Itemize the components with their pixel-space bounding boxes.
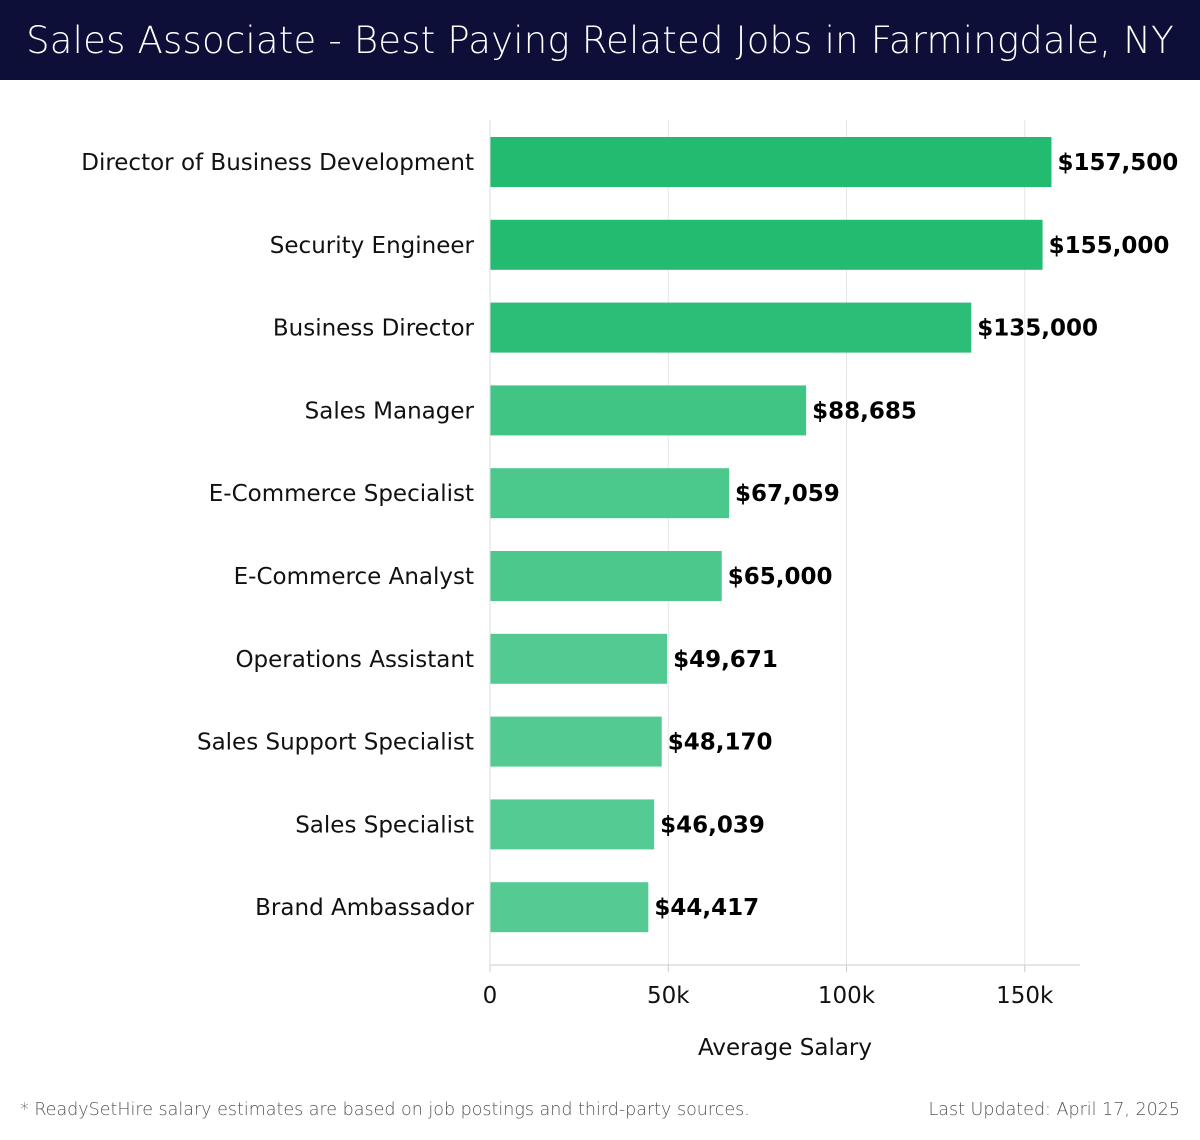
value-label: $49,671: [673, 647, 778, 673]
bar: [490, 633, 668, 684]
category-label: Operations Assistant: [235, 647, 474, 673]
bar: [490, 716, 662, 767]
value-label: $135,000: [977, 316, 1098, 342]
category-label: Sales Manager: [305, 398, 475, 424]
value-label: $157,500: [1057, 150, 1178, 176]
category-label: Business Director: [273, 316, 475, 342]
category-label: Brand Ambassador: [255, 895, 474, 921]
bar: [490, 882, 649, 933]
bar: [490, 302, 972, 353]
category-label: Sales Support Specialist: [197, 730, 474, 756]
value-label: $88,685: [812, 398, 917, 424]
axes: [489, 120, 1080, 972]
value-label: $46,039: [660, 812, 765, 838]
labels: 0 50k 100k 150k Director of Business Develop…: [81, 150, 1178, 1009]
bar: [490, 219, 1043, 270]
bar: [490, 137, 1052, 187]
bar: [490, 799, 655, 850]
value-label: $155,000: [1049, 233, 1170, 259]
x-tick-label: 0: [483, 983, 498, 1009]
value-label: $67,059: [735, 481, 840, 507]
salary-bar-chart: 0 50k 100k 150k Director of Business Develop…: [81, 120, 1178, 1061]
category-label: E-Commerce Analyst: [234, 564, 474, 590]
category-label: Sales Specialist: [295, 812, 474, 838]
bar: [490, 385, 807, 436]
category-label: E-Commerce Specialist: [209, 481, 474, 507]
x-tick-label: 150k: [996, 983, 1054, 1009]
value-label: $44,417: [654, 895, 759, 921]
x-tick-label: 100k: [818, 983, 876, 1009]
last-updated: Last Updated: April 17, 2025: [928, 1100, 1180, 1120]
category-label: Director of Business Development: [81, 150, 474, 176]
value-label: $48,170: [668, 730, 773, 756]
x-axis-title: Average Salary: [698, 1035, 872, 1061]
footer-note: * ReadySetHire salary estimates are base…: [20, 1100, 750, 1120]
bars: [490, 137, 1052, 933]
category-label: Security Engineer: [270, 233, 475, 259]
bar: [490, 551, 722, 601]
bar: [490, 468, 730, 519]
chart-title: Sales Associate - Best Paying Related Jo…: [0, 0, 1200, 80]
value-label: $65,000: [728, 564, 833, 590]
x-tick-label: 50k: [647, 983, 690, 1009]
